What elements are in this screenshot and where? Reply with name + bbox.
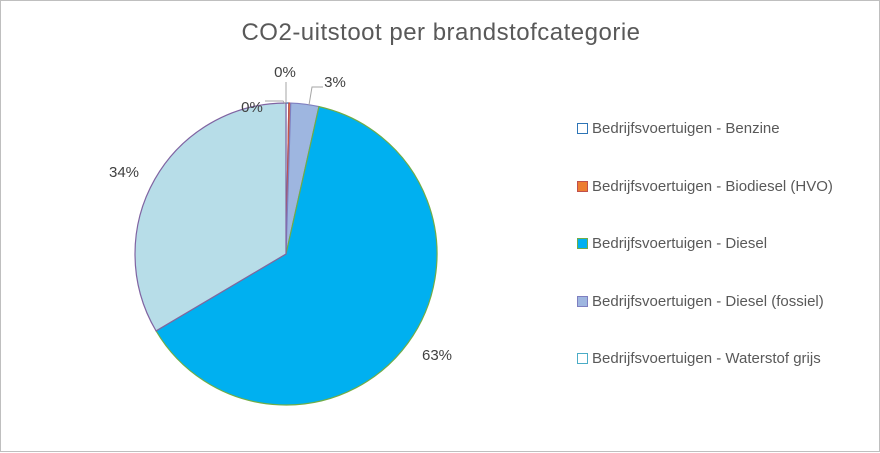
- legend-swatch: [577, 353, 588, 364]
- legend-swatch: [577, 181, 588, 192]
- legend-label: Bedrijfsvoertuigen - Biodiesel (HVO): [592, 178, 833, 195]
- legend-swatch: [577, 123, 588, 134]
- legend-swatch: [577, 296, 588, 307]
- chart-title: CO2-uitstoot per brandstofcategorie: [241, 19, 641, 46]
- legend-label: Bedrijfsvoertuigen - Benzine: [592, 120, 780, 137]
- pie-slice: [134, 102, 287, 332]
- legend-label: Bedrijfsvoertuigen - Diesel: [592, 235, 768, 252]
- data-label: 34%: [109, 164, 139, 181]
- data-label: 3%: [324, 74, 346, 91]
- legend-swatch: [577, 238, 588, 249]
- leader-line: [308, 86, 323, 106]
- data-label: 0%: [274, 64, 296, 81]
- legend-label: Bedrijfsvoertuigen - Waterstof grijs: [592, 350, 821, 367]
- pie-slice: [155, 105, 438, 406]
- data-label: 0%: [241, 99, 263, 116]
- data-label: 63%: [422, 347, 452, 364]
- legend-label: Bedrijfsvoertuigen - Diesel (fossiel): [592, 293, 824, 310]
- leader-line: [265, 100, 286, 105]
